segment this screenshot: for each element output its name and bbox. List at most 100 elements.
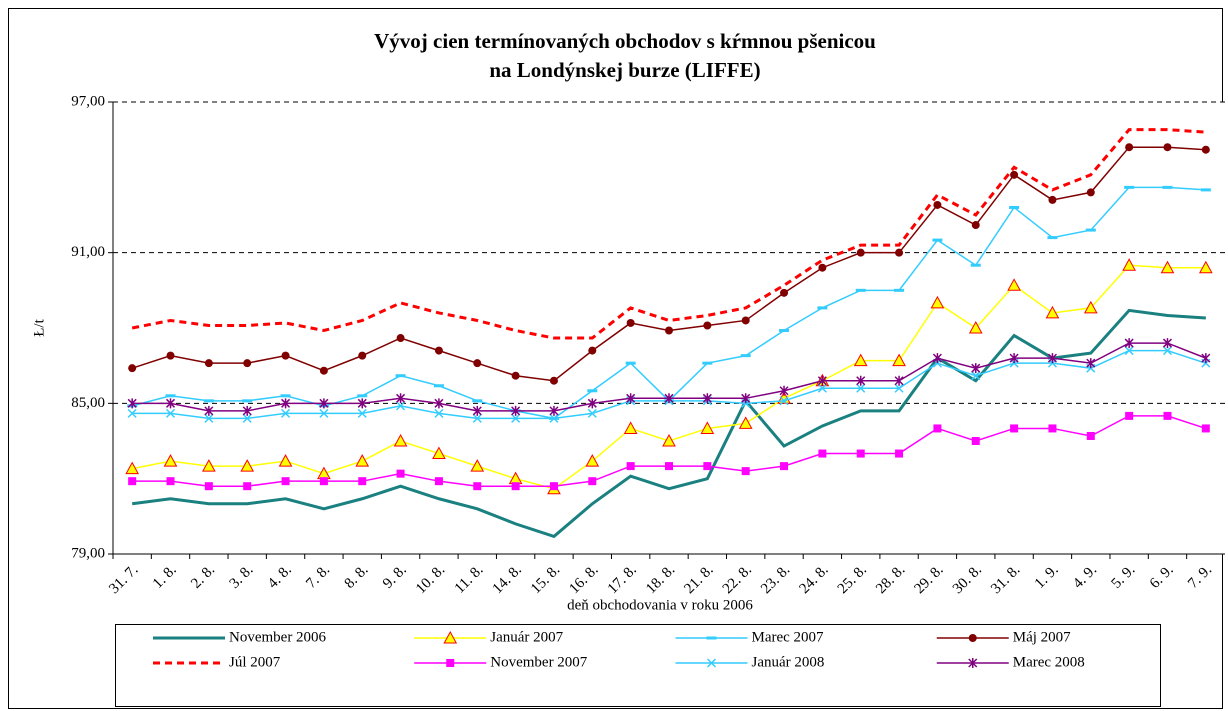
- marker: [319, 408, 329, 418]
- marker: [203, 399, 214, 403]
- marker: [623, 421, 638, 434]
- marker: [1125, 143, 1134, 152]
- marker: [626, 318, 635, 327]
- marker: [1200, 188, 1211, 192]
- marker: [626, 462, 635, 471]
- chart-title: na Londýnskej burze (LIFFE): [489, 58, 760, 82]
- marker: [357, 398, 367, 409]
- marker: [511, 371, 520, 380]
- marker: [242, 405, 252, 416]
- marker: [933, 200, 942, 209]
- marker: [243, 482, 252, 491]
- marker: [853, 353, 868, 367]
- marker: [779, 385, 789, 396]
- marker: [706, 636, 717, 640]
- marker: [1201, 353, 1211, 364]
- marker: [280, 394, 291, 398]
- marker: [470, 459, 485, 472]
- marker: [472, 399, 483, 403]
- marker: [856, 248, 865, 257]
- marker: [706, 658, 717, 668]
- marker: [894, 383, 904, 393]
- series-line: [131, 128, 1206, 340]
- marker: [433, 384, 444, 388]
- y-tick-label: 85,00: [71, 395, 105, 411]
- marker: [741, 316, 750, 325]
- marker: [357, 408, 367, 418]
- marker: [1198, 260, 1213, 274]
- marker: [1010, 170, 1019, 179]
- marker: [971, 221, 980, 230]
- marker: [702, 393, 712, 404]
- marker: [393, 433, 408, 447]
- marker: [588, 477, 597, 486]
- marker: [432, 446, 446, 460]
- marker: [817, 306, 828, 310]
- y-tick-label: 97,00: [71, 93, 105, 109]
- marker: [968, 658, 978, 668]
- legend-label: November 2007: [490, 654, 588, 670]
- marker: [932, 353, 942, 364]
- marker: [1009, 353, 1019, 364]
- marker: [970, 263, 981, 267]
- series: [131, 128, 1206, 340]
- marker: [932, 238, 943, 242]
- marker: [434, 398, 444, 409]
- marker: [165, 398, 176, 409]
- marker: [856, 449, 865, 458]
- marker: [396, 393, 406, 404]
- marker: [933, 424, 942, 433]
- marker: [855, 288, 866, 292]
- marker: [128, 477, 137, 486]
- marker: [395, 374, 406, 378]
- marker: [549, 482, 558, 491]
- marker: [1007, 278, 1021, 291]
- marker: [281, 351, 290, 360]
- marker: [588, 346, 597, 355]
- marker: [434, 408, 444, 418]
- marker: [740, 354, 751, 358]
- marker: [396, 334, 405, 343]
- legend-item: November 2006: [153, 629, 327, 645]
- marker: [779, 396, 789, 406]
- marker: [242, 413, 252, 423]
- marker: [626, 393, 636, 404]
- marker: [780, 288, 789, 297]
- marker: [665, 462, 673, 471]
- legend-label: Júl 2007: [229, 654, 281, 670]
- marker: [240, 459, 255, 472]
- marker: [319, 477, 328, 486]
- marker: [319, 366, 328, 375]
- marker: [703, 462, 712, 471]
- marker: [587, 398, 597, 409]
- marker: [472, 413, 482, 423]
- marker: [817, 375, 827, 386]
- marker: [703, 321, 712, 330]
- series: [128, 411, 1210, 491]
- marker: [473, 482, 482, 491]
- marker: [434, 477, 443, 486]
- marker: [856, 383, 866, 393]
- marker: [446, 659, 455, 667]
- marker: [549, 405, 559, 416]
- y-tick-label: 79,00: [71, 545, 105, 561]
- marker: [892, 353, 906, 367]
- marker: [587, 389, 598, 393]
- legend-label: Máj 2007: [1013, 629, 1071, 645]
- marker: [511, 482, 520, 491]
- marker: [396, 401, 406, 411]
- series: [125, 258, 1213, 495]
- series-line: [131, 308, 1206, 539]
- marker: [741, 393, 751, 404]
- chart-title: Vývoj cien termínovaných obchodov s kŕmn…: [374, 29, 876, 53]
- marker: [894, 375, 904, 386]
- marker: [204, 405, 214, 416]
- marker: [434, 346, 443, 355]
- marker: [1086, 431, 1095, 440]
- marker: [856, 375, 866, 386]
- marker: [202, 459, 216, 472]
- marker: [1124, 185, 1135, 189]
- marker: [243, 359, 252, 368]
- legend-label: Január 2008: [752, 654, 825, 670]
